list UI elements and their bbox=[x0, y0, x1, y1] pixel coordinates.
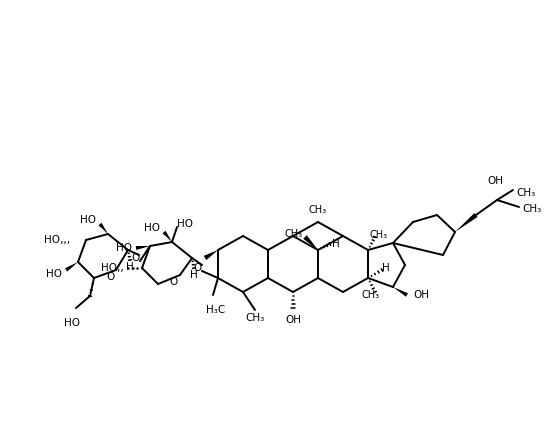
Text: CH₃: CH₃ bbox=[309, 205, 327, 215]
Text: H: H bbox=[332, 239, 340, 249]
Text: H: H bbox=[382, 263, 390, 273]
Text: H: H bbox=[126, 262, 134, 272]
Text: HO: HO bbox=[80, 215, 96, 225]
Polygon shape bbox=[65, 262, 78, 272]
Text: CH₃: CH₃ bbox=[522, 204, 541, 214]
Text: OH: OH bbox=[285, 315, 301, 325]
Text: HO,,,: HO,,, bbox=[44, 235, 70, 245]
Polygon shape bbox=[98, 223, 108, 234]
Text: O: O bbox=[193, 263, 201, 273]
Text: H: H bbox=[190, 270, 198, 280]
Text: O: O bbox=[107, 272, 115, 282]
Text: CH₃: CH₃ bbox=[245, 313, 265, 323]
Text: OH: OH bbox=[487, 176, 503, 186]
Text: HO: HO bbox=[64, 318, 80, 328]
Polygon shape bbox=[204, 250, 218, 260]
Polygon shape bbox=[136, 246, 150, 250]
Text: O: O bbox=[131, 253, 139, 263]
Polygon shape bbox=[393, 287, 408, 297]
Text: CH₃: CH₃ bbox=[516, 188, 535, 198]
Text: CH₃: CH₃ bbox=[285, 229, 303, 239]
Polygon shape bbox=[162, 231, 172, 242]
Text: HO: HO bbox=[177, 219, 193, 229]
Text: CH₃: CH₃ bbox=[362, 290, 380, 300]
Text: OH: OH bbox=[413, 290, 429, 300]
Text: HO: HO bbox=[46, 269, 62, 279]
Polygon shape bbox=[455, 213, 477, 232]
Text: H₃C: H₃C bbox=[206, 305, 225, 315]
Text: CH₃: CH₃ bbox=[370, 230, 388, 240]
Text: O: O bbox=[170, 277, 178, 287]
Text: HO,,: HO,, bbox=[101, 263, 124, 273]
Text: HO: HO bbox=[144, 223, 160, 233]
Polygon shape bbox=[303, 235, 318, 250]
Text: HO: HO bbox=[116, 243, 132, 253]
